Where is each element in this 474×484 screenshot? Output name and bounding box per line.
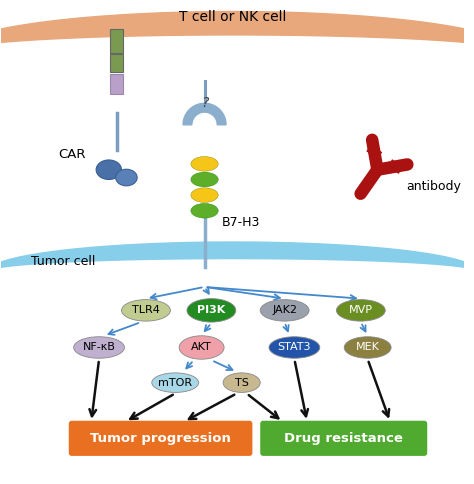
Ellipse shape — [191, 172, 218, 187]
Ellipse shape — [269, 337, 320, 358]
Ellipse shape — [191, 156, 218, 171]
Ellipse shape — [152, 373, 199, 393]
Text: Tumor cell: Tumor cell — [31, 255, 95, 268]
Text: STAT3: STAT3 — [278, 343, 311, 352]
Ellipse shape — [179, 336, 224, 359]
Polygon shape — [0, 12, 474, 51]
Bar — [110, 74, 124, 93]
Text: mTOR: mTOR — [158, 378, 192, 388]
Text: MVP: MVP — [349, 305, 373, 316]
Text: Tumor progression: Tumor progression — [90, 432, 231, 445]
Text: Drug resistance: Drug resistance — [284, 432, 403, 445]
Ellipse shape — [187, 299, 236, 322]
Ellipse shape — [337, 300, 385, 321]
Text: PI3K: PI3K — [197, 305, 226, 316]
Text: T cell or NK cell: T cell or NK cell — [179, 10, 287, 24]
Ellipse shape — [223, 373, 260, 393]
Text: JAK2: JAK2 — [272, 305, 297, 316]
Ellipse shape — [260, 300, 309, 321]
Text: CAR: CAR — [58, 148, 85, 161]
Text: TS: TS — [235, 378, 248, 388]
Ellipse shape — [116, 169, 137, 186]
Ellipse shape — [73, 337, 125, 358]
Polygon shape — [0, 242, 474, 271]
Text: antibody: antibody — [407, 180, 462, 193]
Ellipse shape — [96, 160, 121, 180]
Text: AKT: AKT — [191, 343, 212, 352]
Bar — [110, 29, 124, 53]
Bar — [110, 55, 124, 72]
Ellipse shape — [191, 203, 218, 218]
FancyBboxPatch shape — [69, 421, 252, 456]
Ellipse shape — [344, 337, 391, 358]
Ellipse shape — [191, 188, 218, 202]
Text: ?: ? — [201, 96, 208, 110]
Polygon shape — [183, 103, 226, 125]
Text: NF-κB: NF-κB — [82, 343, 116, 352]
Ellipse shape — [121, 300, 170, 321]
Text: TLR4: TLR4 — [132, 305, 160, 316]
Text: MEK: MEK — [356, 343, 380, 352]
FancyBboxPatch shape — [260, 421, 427, 456]
Text: B7-H3: B7-H3 — [222, 216, 261, 229]
